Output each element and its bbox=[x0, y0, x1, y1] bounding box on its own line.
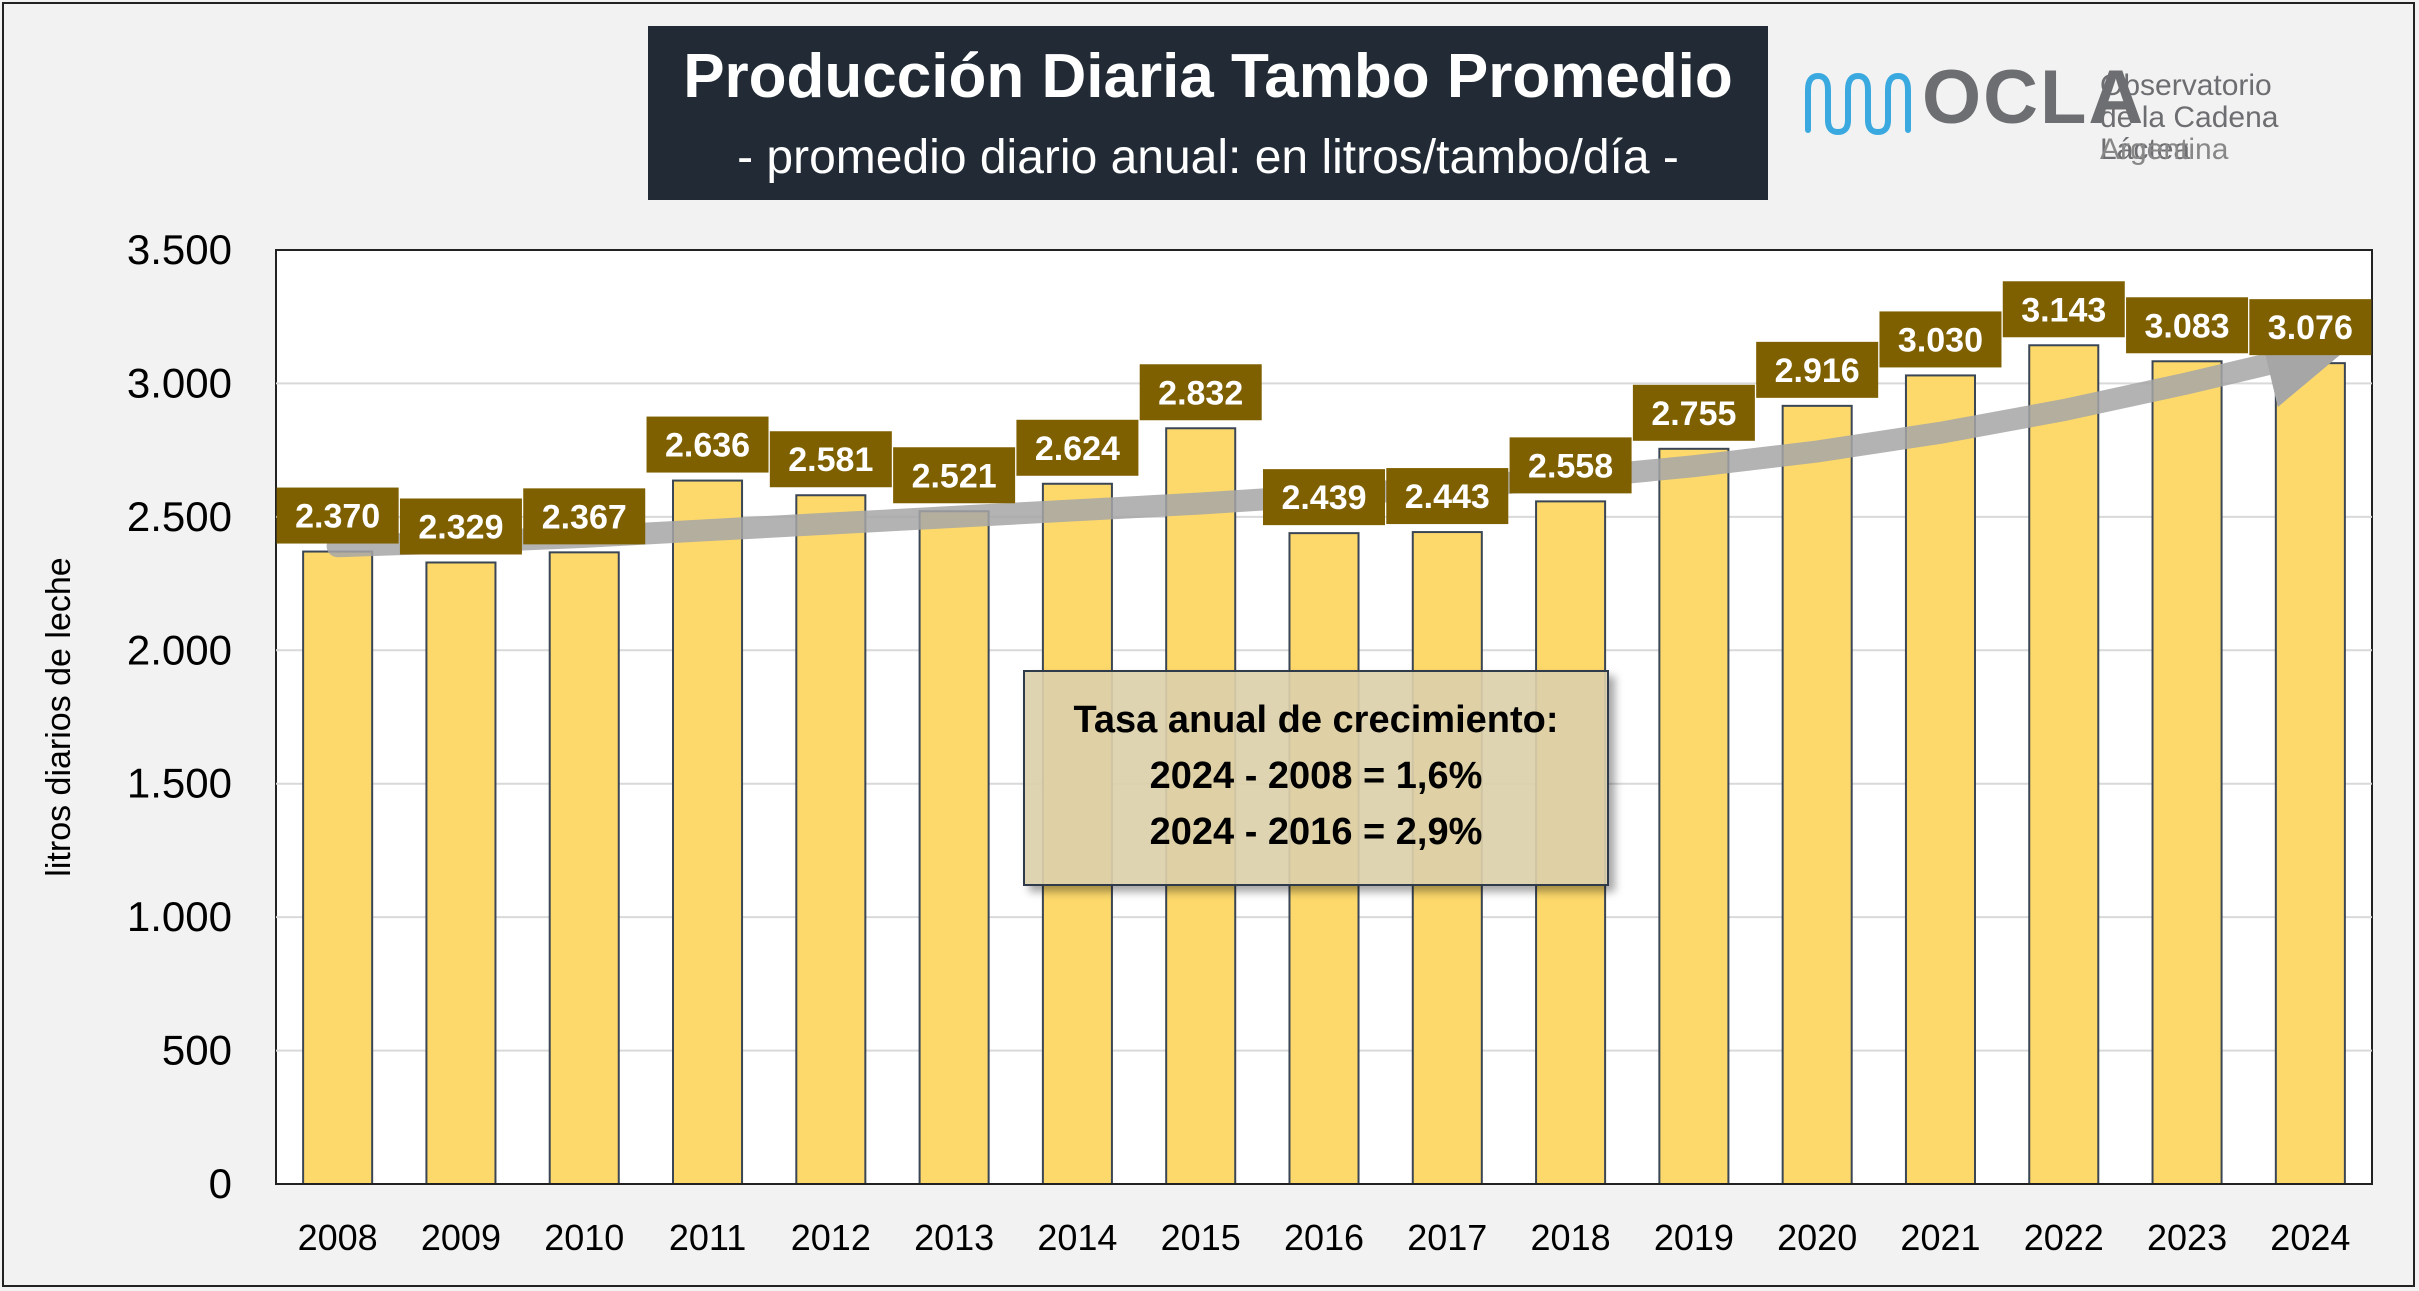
bar bbox=[918, 510, 990, 1186]
x-tick-label: 2017 bbox=[1407, 1217, 1487, 1258]
growth-heading: Tasa anual de crecimiento: bbox=[1073, 699, 1559, 741]
bar bbox=[795, 494, 867, 1185]
logo-line1: Observatorio bbox=[2100, 69, 2272, 102]
y-tick-label: 2.000 bbox=[127, 626, 232, 673]
x-tick-label: 2010 bbox=[544, 1217, 624, 1258]
logo-name: OCLA bbox=[1922, 55, 2146, 140]
bar bbox=[1658, 447, 1730, 1185]
value-label-bg bbox=[646, 416, 769, 473]
y-tick-label: 2.500 bbox=[127, 493, 232, 540]
value-label: 2.581 bbox=[788, 441, 873, 479]
logo-line3: Argentina bbox=[2100, 133, 2229, 166]
value-label-bg bbox=[2249, 299, 2372, 356]
value-label: 2.832 bbox=[1158, 374, 1243, 412]
value-label: 2.636 bbox=[665, 427, 750, 465]
bar bbox=[2274, 362, 2346, 1186]
value-label-bg bbox=[1879, 311, 2002, 368]
x-tick-label: 2008 bbox=[298, 1217, 378, 1258]
value-label: 2.521 bbox=[912, 457, 997, 495]
value-labels: 2.370 2.329 2.367 2.636 2.581 2.521 2.624 2.832… bbox=[276, 281, 2372, 555]
value-label: 3.030 bbox=[1898, 321, 1983, 359]
x-tick-label: 2024 bbox=[2270, 1217, 2350, 1258]
value-label: 2.370 bbox=[295, 498, 380, 536]
x-tick-label: 2022 bbox=[2024, 1217, 2104, 1258]
value-label-bg bbox=[1139, 364, 1262, 421]
value-label-bg bbox=[1386, 468, 1509, 525]
bar bbox=[1781, 404, 1853, 1186]
value-label: 2.439 bbox=[1281, 479, 1366, 517]
value-label: 2.558 bbox=[1528, 447, 1613, 485]
chart-subtitle: - promedio diario anual: en litros/tambo… bbox=[737, 131, 1679, 184]
x-tick-label: 2019 bbox=[1654, 1217, 1734, 1258]
growth-rate-box: Tasa anual de crecimiento: 2024 - 2008 =… bbox=[1023, 670, 1609, 886]
y-tick-label: 1.500 bbox=[127, 760, 232, 807]
value-label: 3.083 bbox=[2145, 307, 2230, 345]
value-label-bg bbox=[1756, 341, 1879, 398]
value-label: 2.916 bbox=[1775, 352, 1860, 390]
x-tick-label: 2018 bbox=[1531, 1217, 1611, 1258]
ocla-logo: OCLA Observatorio de la Cadena Láctea Ar… bbox=[1804, 55, 2364, 172]
value-label-bg bbox=[2126, 297, 2249, 354]
y-tick-label: 3.000 bbox=[127, 359, 232, 406]
chart-title: Producción Diaria Tambo Promedio bbox=[683, 42, 1733, 111]
bar bbox=[672, 479, 744, 1185]
logo-line2: de la Cadena Láctea bbox=[2100, 101, 2279, 166]
bar bbox=[425, 561, 497, 1185]
value-label: 2.443 bbox=[1405, 478, 1490, 516]
value-label-bg bbox=[893, 447, 1016, 504]
value-label-bg bbox=[2002, 281, 2125, 338]
value-label: 2.755 bbox=[1651, 395, 1736, 433]
value-label-bg bbox=[1016, 419, 1139, 476]
value-label: 2.624 bbox=[1035, 430, 1120, 468]
y-axis-label: litros diarios de leche bbox=[40, 557, 78, 876]
value-label: 2.329 bbox=[418, 508, 503, 546]
value-label-bg bbox=[1509, 437, 1632, 494]
y-tick-label: 500 bbox=[162, 1027, 232, 1074]
value-label-bg bbox=[523, 488, 646, 545]
y-axis-ticks: 0 500 1.000 1.500 2.000 2.500 3.000 3.500 bbox=[127, 226, 232, 1207]
value-label: 3.143 bbox=[2021, 291, 2106, 329]
x-tick-label: 2015 bbox=[1161, 1217, 1241, 1258]
x-tick-label: 2013 bbox=[914, 1217, 994, 1258]
value-label-bg bbox=[276, 487, 399, 544]
x-tick-label: 2020 bbox=[1777, 1217, 1857, 1258]
bar bbox=[1904, 374, 1976, 1185]
x-tick-label: 2009 bbox=[421, 1217, 501, 1258]
y-tick-label: 3.500 bbox=[127, 226, 232, 273]
y-tick-label: 0 bbox=[209, 1160, 232, 1207]
x-tick-label: 2023 bbox=[2147, 1217, 2227, 1258]
bar bbox=[2028, 344, 2100, 1185]
x-tick-label: 2012 bbox=[791, 1217, 871, 1258]
value-label-bg bbox=[769, 431, 892, 488]
y-tick-label: 1.000 bbox=[127, 893, 232, 940]
x-axis-ticks: 2008 2009 2010 2011 2012 2013 2014 2015 2016 2017… bbox=[298, 1217, 2351, 1258]
x-tick-label: 2016 bbox=[1284, 1217, 1364, 1258]
bar bbox=[302, 550, 374, 1185]
value-label-bg bbox=[1632, 384, 1755, 441]
bar bbox=[548, 551, 620, 1185]
bar bbox=[2151, 360, 2223, 1185]
x-tick-label: 2021 bbox=[1900, 1217, 1980, 1258]
growth-line-2016: 2024 - 2016 = 2,9% bbox=[1149, 811, 1483, 853]
value-label: 3.076 bbox=[2268, 309, 2353, 347]
x-tick-label: 2014 bbox=[1037, 1217, 1117, 1258]
value-label-bg bbox=[1263, 469, 1385, 526]
x-tick-label: 2011 bbox=[669, 1217, 746, 1258]
title-box: Producción Diaria Tambo Promedio - prome… bbox=[648, 26, 1768, 200]
value-label: 2.367 bbox=[542, 498, 627, 536]
growth-line-2008: 2024 - 2008 = 1,6% bbox=[1149, 755, 1483, 797]
value-label-bg bbox=[399, 498, 522, 555]
wave-logo-icon bbox=[1805, 72, 1911, 136]
